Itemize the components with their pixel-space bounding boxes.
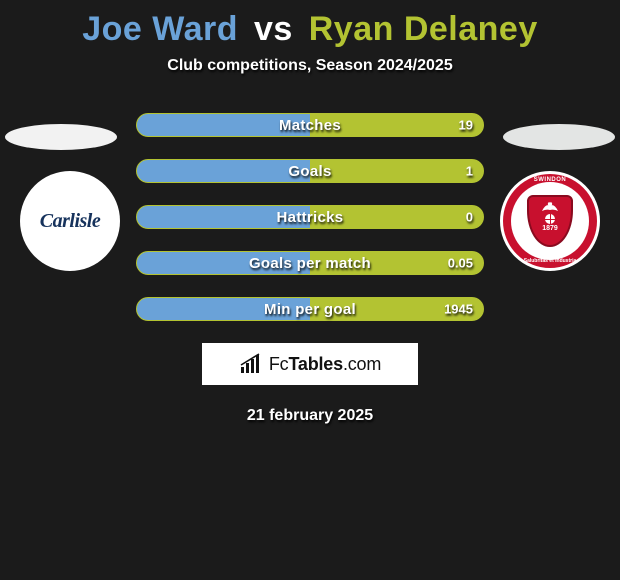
crest-shield: 1879 bbox=[527, 195, 573, 247]
stat-value: 0.05 bbox=[448, 256, 473, 271]
stat-label: Goals bbox=[288, 163, 331, 180]
crest-bird-icon bbox=[540, 200, 560, 212]
right-player-photo-placeholder bbox=[503, 124, 615, 150]
stat-label: Min per goal bbox=[264, 301, 356, 318]
stat-label: Goals per match bbox=[249, 255, 371, 272]
left-club-badge: Carlisle bbox=[20, 171, 120, 271]
stat-row: Matches 19 bbox=[136, 113, 484, 137]
brand-prefix: Fc bbox=[269, 354, 289, 374]
stat-value: 0 bbox=[466, 210, 473, 225]
stat-row: Goals per match 0.05 bbox=[136, 251, 484, 275]
right-club-badge: SWINDON 1879 Salubritas et Industria bbox=[500, 171, 600, 271]
stat-value: 19 bbox=[459, 118, 473, 133]
crest-bottom-text: Salubritas et Industria bbox=[503, 258, 597, 264]
crest-year: 1879 bbox=[542, 225, 558, 232]
crest-inner-ring: 1879 bbox=[511, 182, 589, 260]
page-title: Joe Ward vs Ryan Delaney bbox=[0, 0, 620, 49]
comparison-infographic: Joe Ward vs Ryan Delaney Club competitio… bbox=[0, 0, 620, 580]
swindon-crest: SWINDON 1879 Salubritas et Industria bbox=[500, 171, 600, 271]
stat-row: Hattricks 0 bbox=[136, 205, 484, 229]
subtitle: Club competitions, Season 2024/2025 bbox=[0, 57, 620, 75]
stat-label: Hattricks bbox=[277, 209, 344, 226]
stat-row: Goals 1 bbox=[136, 159, 484, 183]
brand-suffix: .com bbox=[343, 354, 381, 374]
carlisle-logo-text: Carlisle bbox=[40, 210, 100, 233]
date-line: 21 february 2025 bbox=[0, 407, 620, 425]
brand-box: FcTables.com bbox=[202, 343, 418, 385]
stat-label: Matches bbox=[279, 117, 341, 134]
stat-value: 1945 bbox=[444, 302, 473, 317]
stat-value: 1 bbox=[466, 164, 473, 179]
brand-text: FcTables.com bbox=[269, 354, 381, 375]
brand-bold: Tables bbox=[288, 354, 343, 374]
stat-row: Min per goal 1945 bbox=[136, 297, 484, 321]
vs-separator: vs bbox=[254, 10, 293, 48]
crest-ball-icon bbox=[545, 214, 555, 224]
player2-name: Ryan Delaney bbox=[309, 10, 538, 48]
player1-name: Joe Ward bbox=[82, 10, 238, 48]
left-player-photo-placeholder bbox=[5, 124, 117, 150]
bar-chart-icon bbox=[239, 353, 263, 375]
